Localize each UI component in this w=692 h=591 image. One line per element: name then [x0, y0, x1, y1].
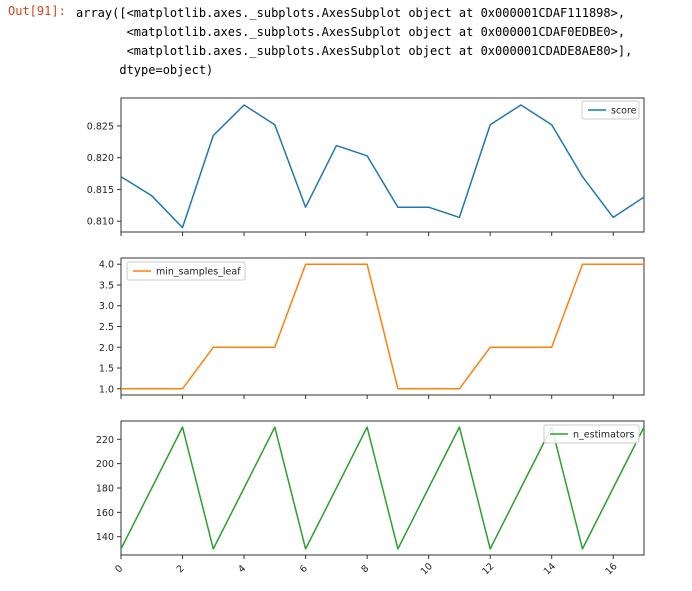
- legend-box: [543, 424, 640, 444]
- y-tick-label: 200: [96, 459, 114, 470]
- y-tick-label: 4.0: [99, 260, 114, 271]
- y-tick-label: 3.0: [99, 301, 114, 312]
- x-tick-label: 10: [419, 561, 435, 577]
- y-tick-label: 220: [96, 435, 114, 446]
- subplot-1: 0.810 0.815 0.820 0.825 score: [87, 97, 645, 236]
- output-line: <matplotlib.axes._subplots.AxesSubplot o…: [76, 25, 626, 39]
- x-tick-label: 14: [542, 561, 558, 577]
- series-line-min_samples_leaf: [121, 263, 644, 390]
- y-tick-label: 1.0: [99, 384, 114, 395]
- y-tick-label: 160: [96, 508, 114, 519]
- x-tick-label: 12: [480, 561, 496, 577]
- output-line: array([<matplotlib.axes._subplots.AxesSu…: [76, 6, 626, 20]
- y-tick-label: 0.810: [87, 217, 114, 228]
- output-line: <matplotlib.axes._subplots.AxesSubplot o…: [76, 44, 633, 58]
- y-tick-label: 0.825: [87, 121, 114, 132]
- y-tick-label: 0.820: [87, 153, 114, 164]
- legend-label: n_estimators: [573, 430, 634, 441]
- x-tick-label: 6: [298, 563, 310, 575]
- x-tick-label: 2: [175, 563, 187, 575]
- y-tick-label: 140: [96, 532, 114, 543]
- series-line-score: [120, 104, 645, 229]
- subplot-3: 140 160 180 200 220 0 2 4 6 8 10 12 14 16 n_estimators: [96, 420, 645, 577]
- output-prompt: Out[91]:: [8, 4, 66, 18]
- output-text: array([<matplotlib.axes._subplots.AxesSu…: [76, 4, 632, 80]
- y-tick-label: 2.5: [99, 322, 114, 333]
- output-line: dtype=object): [76, 63, 214, 77]
- x-tick-label: 8: [359, 563, 371, 575]
- subplot-2: 1.0 1.5 2.0 2.5 3.0 3.5 4.0 min_samples_leaf: [99, 257, 645, 399]
- series-line-n_estimators: [120, 426, 645, 550]
- x-tick-label: 16: [603, 561, 619, 577]
- x-tick-label: 0: [113, 563, 125, 575]
- y-tick-label: 180: [96, 484, 114, 495]
- legend-label: score: [611, 106, 637, 117]
- legend-box: [581, 100, 640, 120]
- legend-label: min_samples_leaf: [156, 267, 241, 278]
- y-tick-label: 3.5: [99, 280, 114, 291]
- legend-box: [126, 261, 246, 281]
- axes-frame: [120, 97, 645, 233]
- y-tick-label: 1.5: [99, 364, 114, 375]
- y-tick-label: 0.815: [87, 185, 114, 196]
- y-tick-label: 2.0: [99, 343, 114, 354]
- x-tick-label: 4: [236, 563, 248, 575]
